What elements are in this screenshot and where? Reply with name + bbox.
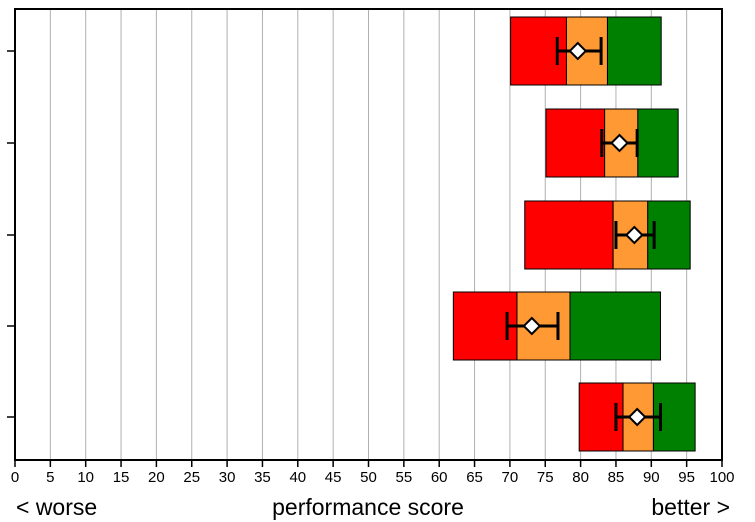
x-tick-label: 65 xyxy=(466,469,483,486)
x-tick-label: 95 xyxy=(678,469,695,486)
x-tick-label: 85 xyxy=(608,469,625,486)
range-bars xyxy=(452,16,696,452)
x-tick-label: 45 xyxy=(325,469,342,486)
x-tick-label: 15 xyxy=(113,469,130,486)
mean-marker xyxy=(522,316,542,336)
x-tick-label: 70 xyxy=(502,469,519,486)
mean-marker xyxy=(610,133,629,153)
high-range-segment xyxy=(606,16,662,86)
range-row xyxy=(510,16,662,86)
high-range-segment xyxy=(637,108,679,178)
x-tick-label: 80 xyxy=(572,469,589,486)
x-tick-label: 30 xyxy=(219,469,236,486)
range-row xyxy=(524,200,691,270)
x-tick-label: 5 xyxy=(46,469,54,486)
mean-marker xyxy=(627,407,647,427)
x-tick-label: 10 xyxy=(77,469,94,486)
high-range-segment xyxy=(569,291,661,361)
x-tick-label: 50 xyxy=(360,469,377,486)
x-tick-label: 60 xyxy=(431,469,448,486)
x-tick-label: 35 xyxy=(254,469,271,486)
x-axis-title: performance score xyxy=(272,494,464,520)
y-ticks xyxy=(7,50,15,418)
range-row xyxy=(578,382,696,452)
x-tick-label: 20 xyxy=(148,469,165,486)
right-axis-label: better > xyxy=(651,494,730,520)
x-tick-label: 25 xyxy=(183,469,200,486)
low-range-segment xyxy=(524,200,614,270)
x-tick-label: 40 xyxy=(289,469,306,486)
x-tick-label: 0 xyxy=(11,469,19,486)
mean-marker xyxy=(624,225,644,245)
low-range-segment xyxy=(545,108,606,178)
mean-marker xyxy=(568,41,588,61)
x-tick-label: 75 xyxy=(537,469,554,486)
x-tick-label: 100 xyxy=(709,469,734,486)
left-axis-label: < worse xyxy=(16,494,97,520)
range-row xyxy=(545,108,679,178)
range-row xyxy=(452,291,661,361)
x-tick-label: 90 xyxy=(643,469,660,486)
x-tick-label: 55 xyxy=(396,469,413,486)
x-ticks: 0 5 10 15 20 25 30 35 40 45 50 55 60 65 70 75 80 85 90 95 10… xyxy=(11,460,735,486)
